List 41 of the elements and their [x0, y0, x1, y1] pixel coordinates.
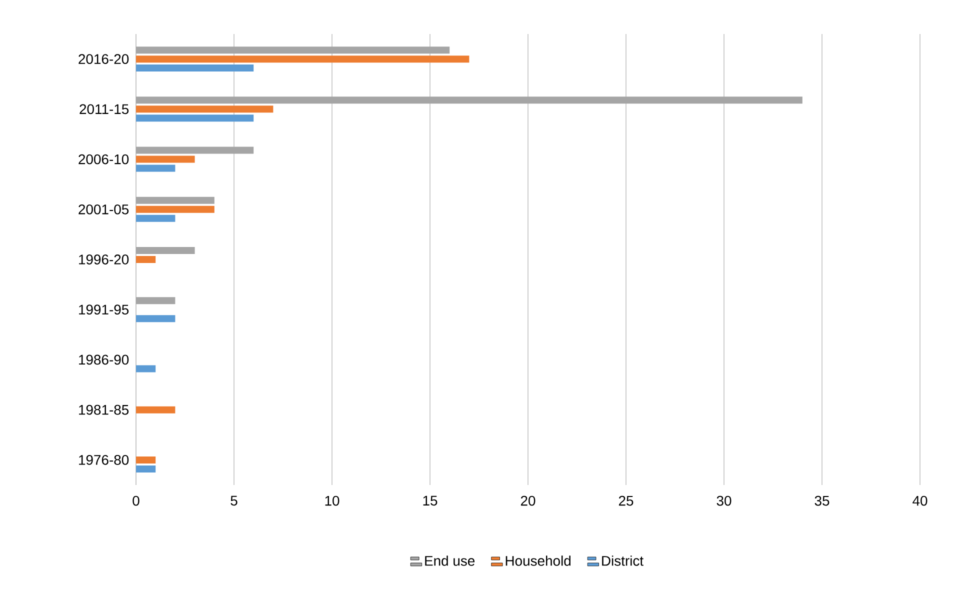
bar	[136, 406, 176, 414]
bar	[136, 56, 470, 63]
bar	[136, 456, 156, 464]
bar	[136, 297, 176, 304]
legend-label: End use	[425, 556, 475, 566]
bar	[136, 164, 176, 172]
y-tick-label: 1996-20	[79, 254, 129, 264]
bar	[136, 106, 274, 113]
x-tick-label: 0	[132, 496, 140, 506]
x-tick-label: 5	[230, 496, 238, 506]
y-tick-label: 1981-85	[79, 404, 129, 415]
legend-label: Household	[506, 556, 570, 566]
bar	[136, 114, 254, 122]
x-tick-label: 35	[814, 496, 830, 506]
x-tick-label: 20	[520, 496, 536, 506]
bar	[136, 96, 802, 104]
bar	[136, 156, 195, 163]
bar	[136, 206, 214, 213]
y-tick-label: 1986-90	[79, 354, 129, 365]
x-tick-label: 40	[912, 496, 928, 506]
y-tick-label: 2016-20	[78, 54, 129, 64]
y-tick-label: 2006-10	[78, 154, 129, 164]
x-tick-label: 30	[716, 496, 732, 506]
y-tick-label: 2011-15	[80, 104, 129, 114]
x-tick-label: 15	[423, 496, 438, 506]
y-tick-label: 1976-80	[79, 454, 129, 465]
bar	[136, 146, 254, 154]
y-tick-label: 2001-05	[78, 204, 129, 214]
bar	[136, 256, 156, 264]
y-tick-label: 1991-95	[79, 304, 129, 315]
bar	[136, 365, 156, 372]
bar	[136, 214, 176, 222]
bar	[136, 196, 214, 204]
bar	[136, 46, 450, 54]
bar	[136, 247, 195, 254]
x-tick-label: 25	[618, 496, 634, 506]
legend-label: District	[602, 556, 644, 566]
bar	[136, 64, 254, 72]
x-tick-label: 10	[325, 496, 340, 506]
bar	[136, 315, 176, 322]
bar	[136, 465, 156, 472]
